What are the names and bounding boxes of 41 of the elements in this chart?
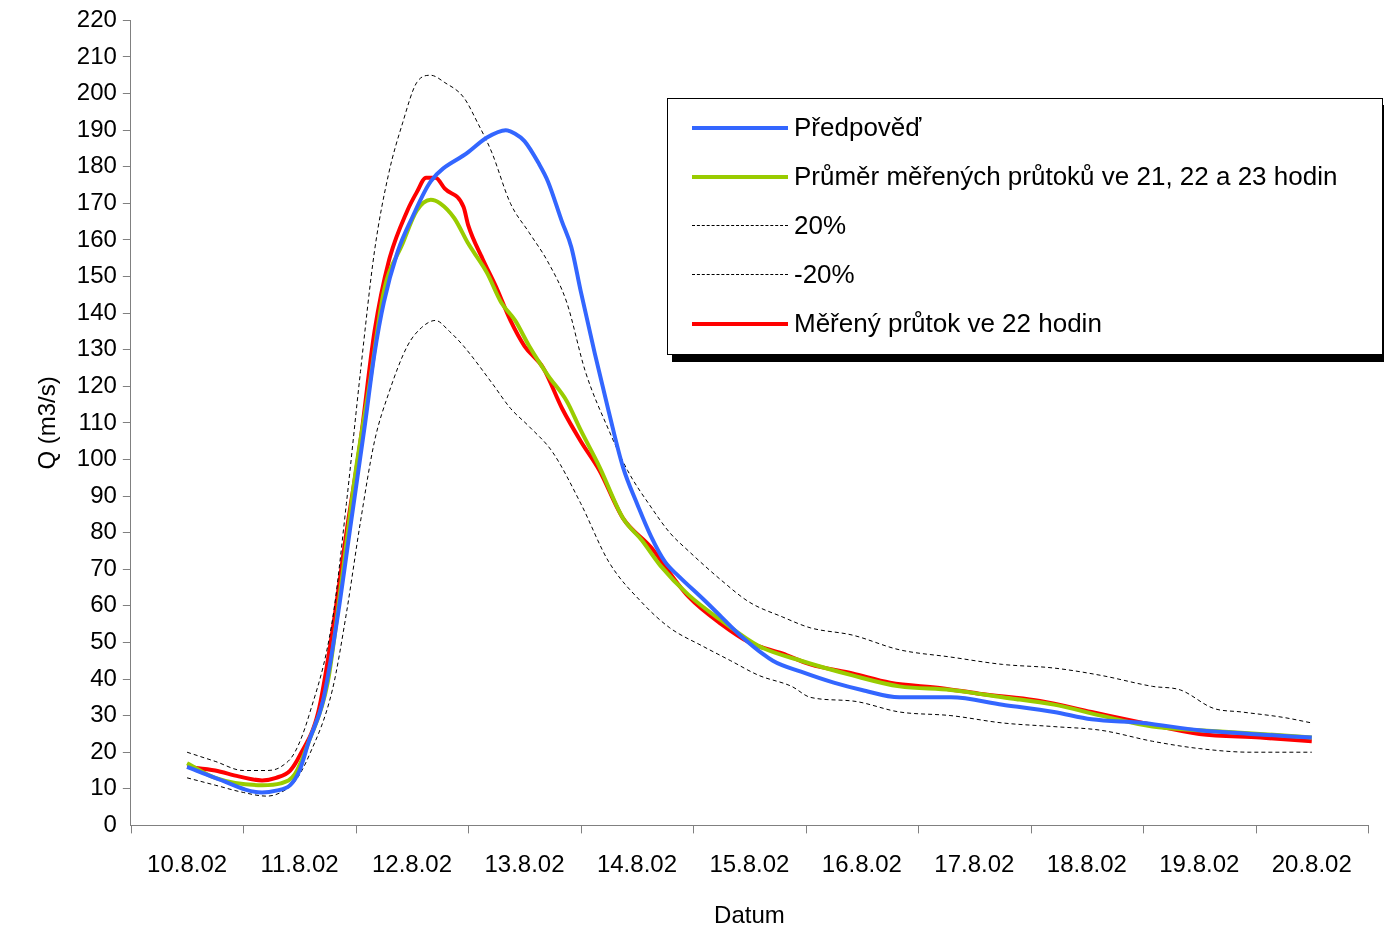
y-tick-label: 10: [90, 773, 117, 801]
y-tick-label: 160: [76, 224, 117, 252]
legend-label: Předpověď: [794, 112, 922, 143]
x-tick-label: 18.8.02: [1046, 850, 1127, 878]
y-tick-label: 40: [90, 663, 117, 691]
y-tick-label: 80: [90, 517, 117, 545]
y-tick-label: 90: [90, 480, 117, 508]
y-axis-title: Q (m3/s): [33, 376, 61, 470]
x-tick-label: 14.8.02: [596, 850, 677, 878]
legend-label: -20%: [794, 259, 855, 290]
y-tick-label: 60: [90, 590, 117, 618]
y-tick-label: 30: [90, 700, 117, 728]
y-tick-label: 120: [76, 370, 117, 398]
x-tick-label: 19.8.02: [1159, 850, 1240, 878]
x-tick-label: 12.8.02: [371, 850, 453, 878]
y-tick-label: 200: [76, 78, 117, 106]
x-tick-label: 15.8.02: [709, 850, 790, 878]
x-tick-label: 16.8.02: [821, 850, 902, 878]
x-axis-title: Datum: [714, 901, 785, 929]
y-tick-label: 130: [76, 334, 117, 362]
y-tick-label: 110: [78, 407, 117, 435]
y-tick-label: 180: [76, 151, 117, 179]
y-tick-label: 210: [76, 41, 117, 69]
x-tick-label: 20.8.02: [1271, 850, 1352, 878]
y-tick-label: 150: [76, 261, 117, 289]
y-tick-label: 190: [76, 114, 117, 142]
y-tick-label: 50: [90, 627, 117, 655]
y-tick-label: 100: [76, 444, 117, 472]
x-tick-label: 13.8.02: [484, 850, 565, 878]
x-tick-label: 11.8.02: [260, 850, 339, 878]
y-tick-label: 140: [76, 297, 117, 325]
y-tick-label: 70: [90, 553, 117, 581]
y-tick-label: 20: [90, 736, 117, 764]
x-tick-label: 10.8.02: [147, 850, 228, 878]
y-tick-label: 170: [76, 187, 117, 215]
legend-label: Měřený průtok ve 22 hodin: [794, 308, 1102, 339]
legend-label: Průměr měřených průtoků ve 21, 22 a 23 hodin: [794, 161, 1338, 192]
y-tick-label: 220: [76, 5, 117, 33]
y-tick-label: 0: [103, 810, 117, 838]
x-tick-label: 17.8.02: [934, 850, 1015, 878]
legend-label: 20%: [794, 210, 847, 241]
